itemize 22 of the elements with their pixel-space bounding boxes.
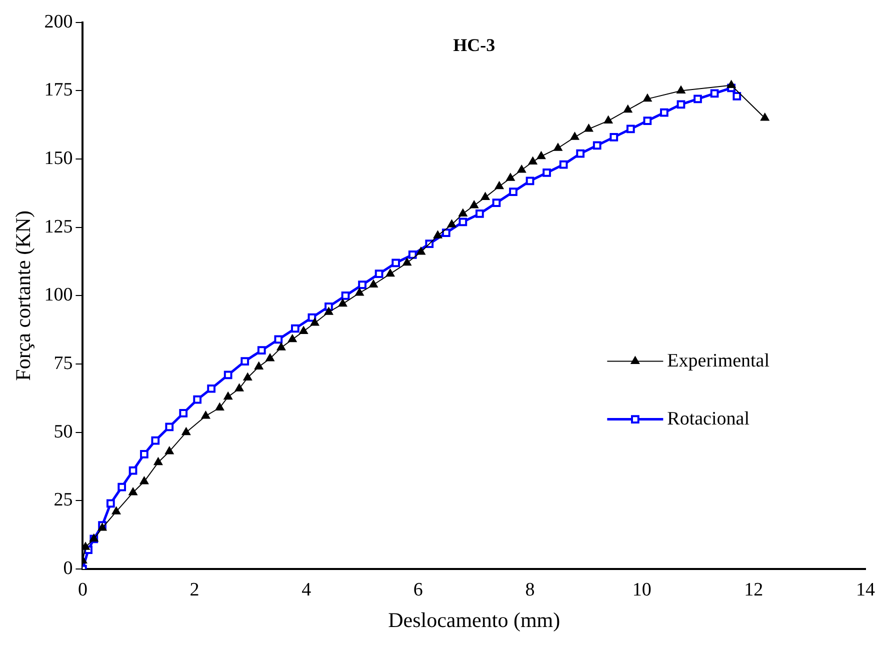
- x-tick-label: 0: [78, 579, 88, 600]
- x-tick-label: 14: [856, 579, 876, 600]
- y-tick-label: 200: [44, 11, 73, 32]
- x-tick-label: 8: [525, 579, 535, 600]
- legend-label: Experimental: [667, 350, 770, 372]
- y-tick-label: 100: [44, 284, 73, 306]
- y-tick-label: 150: [44, 148, 73, 170]
- x-tick-label: 6: [413, 579, 423, 600]
- y-tick-label: 75: [54, 353, 73, 374]
- x-axis-title: Deslocamento (mm): [388, 608, 560, 632]
- x-tick-label: 4: [302, 579, 312, 600]
- x-tick-label: 2: [190, 579, 200, 600]
- legend-label: Rotacional: [667, 408, 750, 430]
- y-axis-title: Força cortante (KN): [11, 210, 36, 381]
- y-tick-label: 25: [54, 490, 73, 511]
- x-tick-label: 10: [632, 579, 652, 600]
- text: HC-3: [453, 35, 496, 56]
- y-tick-label: 125: [44, 216, 73, 238]
- x-tick-label: 12: [744, 579, 764, 600]
- y-tick-label: 175: [44, 80, 73, 101]
- y-tick-label: 50: [54, 421, 73, 442]
- y-tick-label: 0: [63, 558, 73, 579]
